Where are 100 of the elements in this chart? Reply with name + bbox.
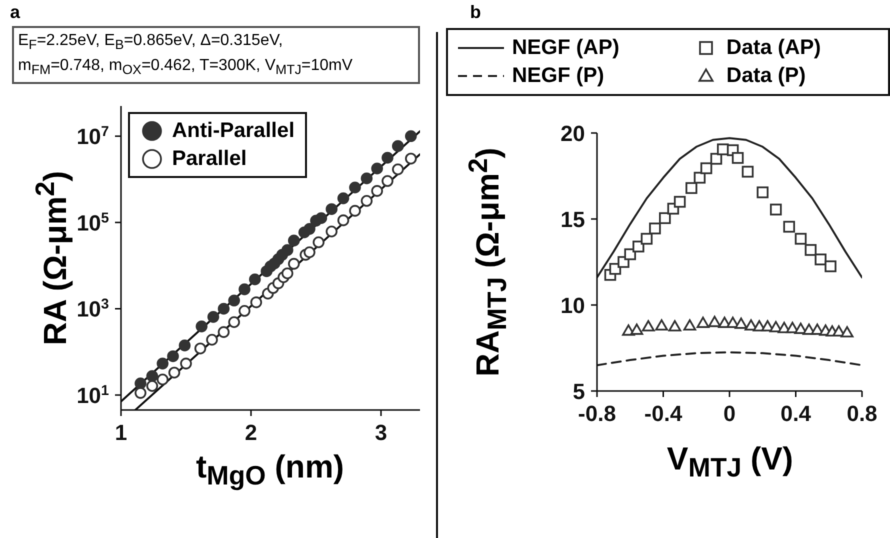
point	[134, 387, 146, 399]
point	[156, 358, 168, 370]
point	[304, 223, 316, 235]
x-tick-label: -0.4	[644, 401, 683, 426]
y-tick-label: 10$^{7}$	[76, 124, 110, 150]
point	[382, 175, 394, 187]
point	[732, 152, 744, 164]
legend-label: Data (AP)	[726, 35, 821, 61]
point	[694, 172, 706, 184]
point	[349, 182, 361, 194]
legend-label: Anti-Parallel	[172, 118, 295, 144]
legend-label: NEGF (AP)	[512, 35, 620, 61]
x-axis-title: V$_{MTJ}$ (V)	[666, 440, 794, 484]
point	[206, 334, 218, 346]
point	[304, 246, 316, 258]
y-tick-label: 10$^{1}$	[76, 383, 110, 408]
point	[360, 194, 373, 207]
point	[337, 214, 350, 226]
point	[668, 320, 682, 332]
point	[804, 244, 817, 256]
point	[655, 319, 668, 331]
point	[146, 380, 158, 392]
point	[196, 320, 208, 332]
point	[349, 204, 361, 217]
text: E$_{F}$=2.25eV, E$_{B}$=0.865eV, Δ=0.315eV,	[18, 31, 284, 54]
point	[696, 316, 710, 328]
x-tick-label: 0.4	[780, 401, 812, 426]
y-tick-label: 10$^{3}$	[76, 296, 110, 322]
point	[250, 296, 262, 308]
point	[708, 316, 721, 328]
legend-label: NEGF (P)	[512, 63, 604, 89]
point	[371, 185, 383, 197]
point	[249, 273, 261, 286]
y-tick-label: 15	[560, 207, 585, 232]
point	[794, 322, 808, 334]
line-series	[597, 351, 862, 366]
text: m$_{FM}$=0.748, m$_{OX}$=0.462, T=300K, V$_{MTJ}$=10mV	[18, 56, 354, 80]
point	[326, 203, 338, 215]
x-tick-label: 3	[374, 420, 388, 445]
point	[228, 294, 240, 306]
point	[624, 248, 636, 260]
point	[659, 212, 671, 224]
y-tick-label: 5	[572, 379, 585, 404]
point	[794, 232, 807, 245]
point	[146, 370, 158, 382]
point	[824, 260, 836, 272]
x-tick-label: 2	[244, 420, 258, 445]
point	[742, 166, 754, 178]
point	[640, 232, 653, 245]
point	[218, 326, 230, 338]
point	[194, 342, 206, 354]
point	[288, 258, 300, 270]
point	[178, 340, 191, 352]
point	[840, 326, 854, 338]
point	[337, 192, 350, 204]
point	[282, 267, 294, 280]
point	[674, 196, 686, 208]
point	[686, 182, 698, 194]
point	[228, 316, 240, 328]
x-tick-label: 0	[723, 401, 736, 426]
point	[405, 130, 417, 142]
point	[218, 302, 230, 315]
point	[770, 204, 782, 216]
point	[282, 244, 294, 256]
point	[683, 319, 696, 331]
x-tick-label: 0.8	[846, 401, 878, 426]
point	[326, 226, 338, 238]
point	[783, 220, 796, 233]
point	[238, 305, 250, 317]
point	[392, 140, 404, 152]
point	[700, 162, 712, 174]
point	[134, 378, 146, 390]
point	[382, 152, 394, 164]
x-tick-label: -0.8	[578, 401, 616, 426]
point	[405, 152, 417, 164]
point	[207, 311, 220, 323]
point	[180, 358, 192, 370]
chart-title: b	[470, 2, 481, 23]
x-tick-label: 1	[114, 420, 128, 445]
point	[710, 152, 722, 165]
legend-label: Data (P)	[726, 63, 806, 89]
y-tick-label: 10	[560, 293, 585, 318]
point	[814, 254, 826, 266]
point	[167, 350, 179, 362]
point	[649, 222, 661, 234]
point	[156, 374, 168, 386]
point	[630, 324, 644, 335]
x-axis-title: t$_{MgO}$ (nm)	[196, 448, 344, 492]
y-tick-label: 20	[560, 121, 585, 146]
point	[238, 283, 250, 296]
point	[632, 240, 644, 252]
line-series	[597, 137, 862, 278]
point	[756, 186, 769, 198]
chart-title: a	[10, 2, 20, 23]
point	[392, 163, 404, 176]
point	[288, 234, 300, 246]
point	[168, 366, 180, 379]
point	[312, 236, 324, 248]
point	[642, 320, 655, 332]
point	[734, 318, 748, 329]
